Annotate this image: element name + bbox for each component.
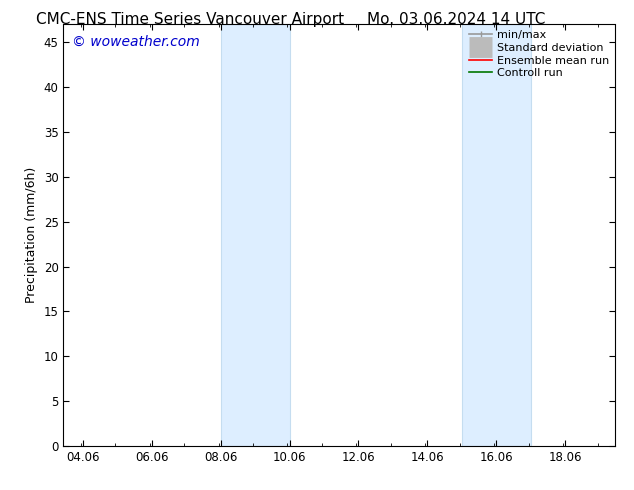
Bar (221, 24, 290, 446)
Y-axis label: Precipitation (mm/6h): Precipitation (mm/6h) (25, 167, 38, 303)
Bar (462, 24, 531, 446)
Legend: min/max, Standard deviation, Ensemble mean run, Controll run: min/max, Standard deviation, Ensemble me… (467, 28, 612, 81)
Text: © woweather.com: © woweather.com (72, 35, 200, 49)
Text: CMC-ENS Time Series Vancouver Airport: CMC-ENS Time Series Vancouver Airport (36, 12, 344, 27)
Text: Mo. 03.06.2024 14 UTC: Mo. 03.06.2024 14 UTC (367, 12, 546, 27)
